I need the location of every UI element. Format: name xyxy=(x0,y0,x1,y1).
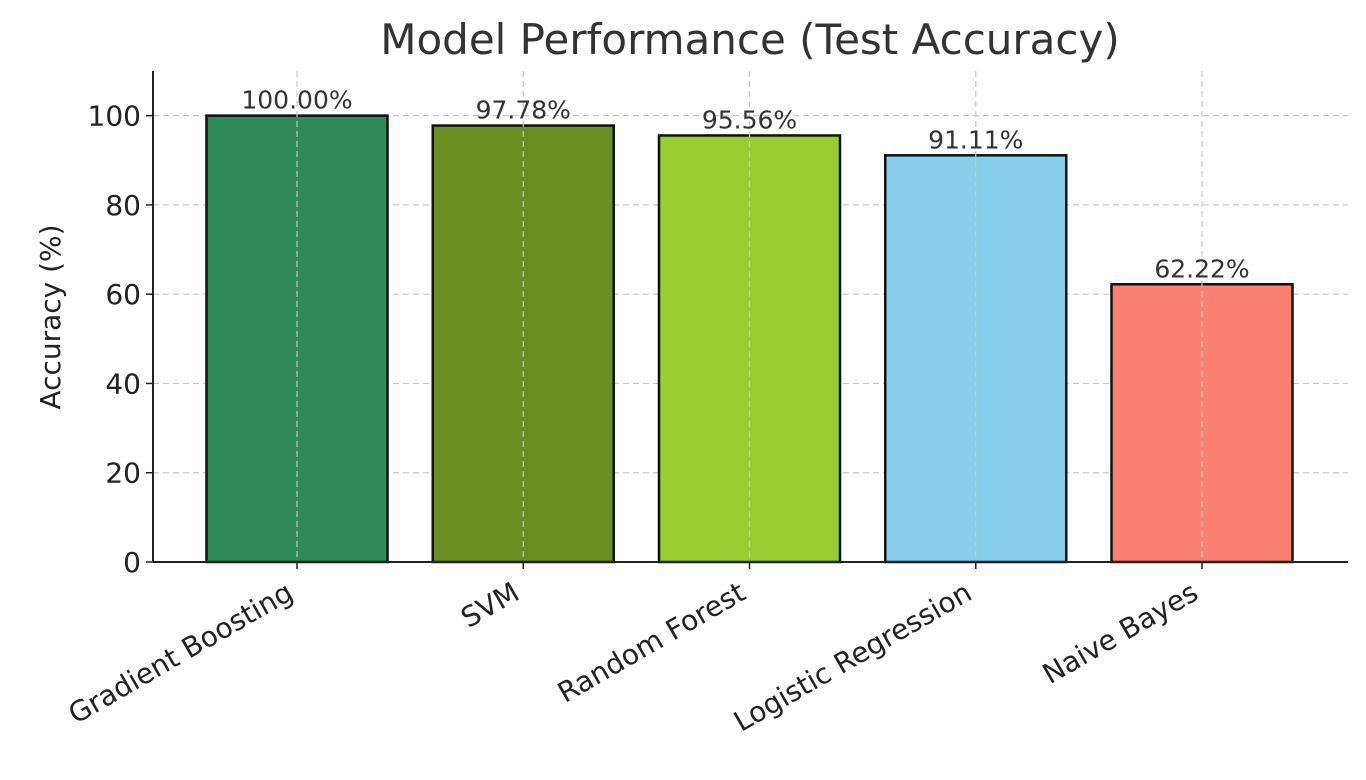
x-tick-label: Logistic Regression xyxy=(728,575,977,738)
bar-value-label: 91.11% xyxy=(928,125,1023,154)
bar-gradient-boosting xyxy=(205,114,389,564)
bar-value-label: 97.78% xyxy=(476,96,571,125)
chart-title: Model Performance (Test Accuracy) xyxy=(380,15,1120,64)
bar-random-forest xyxy=(657,134,842,564)
y-tick-label: 40 xyxy=(105,367,141,400)
y-axis-label: Accuracy (%) xyxy=(34,224,67,409)
bar-value-label: 100.00% xyxy=(241,86,352,115)
y-tick-label: 20 xyxy=(105,457,141,490)
x-tick-label: Naive Bayes xyxy=(1037,575,1204,690)
y-tick-label: 60 xyxy=(105,278,141,311)
bars xyxy=(205,114,1294,564)
y-tick-label: 80 xyxy=(105,189,141,222)
x-tick-label: SVM xyxy=(455,575,524,634)
x-tick-label: Gradient Boosting xyxy=(63,575,299,730)
x-tick-label: Random Forest xyxy=(552,575,751,709)
axes xyxy=(146,71,1348,569)
y-tick-label: 0 xyxy=(123,546,141,579)
bar-value-label: 62.22% xyxy=(1154,254,1249,283)
y-tick-label: 100 xyxy=(88,100,141,133)
bar-value-label: 95.56% xyxy=(702,105,797,134)
